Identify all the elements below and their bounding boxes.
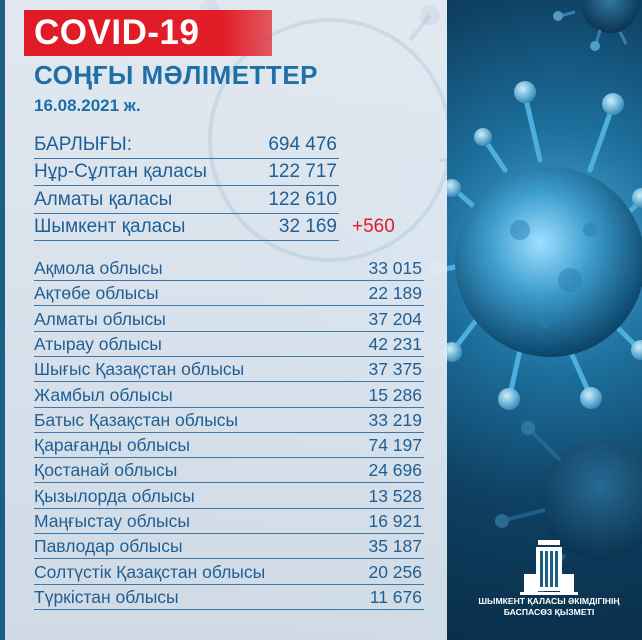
- row-value: 122 610: [268, 189, 337, 210]
- region-row: Түркістан облысы 11 676: [34, 587, 424, 610]
- region-value: 33 219: [368, 409, 422, 430]
- region-row: Батыс Қазақстан облысы 33 219: [34, 410, 424, 433]
- row-divider: [34, 507, 424, 509]
- row-divider: [34, 533, 424, 534]
- small-virus-icon: [553, 0, 638, 51]
- row-divider: [34, 482, 424, 484]
- region-name: Солтүстік Қазақстан облысы: [34, 561, 266, 582]
- akimat-building-icon: [520, 540, 578, 595]
- summary-row-shymkent: Шымкент қаласы 32 169: [34, 216, 339, 241]
- row-divider: [34, 305, 424, 307]
- region-row: Атырау облысы 42 231: [34, 334, 424, 357]
- shymkent-increase: +560: [352, 216, 395, 237]
- banner-text: COVID-19: [34, 13, 200, 52]
- region-name: Қызылорда облысы: [34, 485, 195, 506]
- region-value: 33 015: [368, 258, 422, 278]
- region-row: Шығыс Қазақстан облысы 37 375: [34, 359, 424, 383]
- summary-row-total: БАРЛЫҒЫ: 694 476: [34, 134, 339, 159]
- region-name: Жамбыл облысы: [34, 384, 173, 405]
- region-name: Шығыс Қазақстан облысы: [34, 359, 245, 380]
- region-name: Батыс Қазақстан облысы: [34, 409, 239, 430]
- region-name: Түркістан облысы: [34, 586, 179, 607]
- title-banner: [24, 10, 272, 56]
- main-virus-icon: [428, 81, 642, 410]
- row-value: 32 169: [278, 216, 337, 237]
- region-value: 11 676: [369, 586, 422, 607]
- region-row: Павлодар облысы 35 187: [34, 536, 424, 560]
- row-divider: [34, 280, 424, 281]
- region-value: 74 197: [368, 435, 422, 456]
- region-name: Қостанай облысы: [34, 460, 178, 481]
- region-row: Қызылорда облысы 13 528: [34, 486, 424, 509]
- region-row: Жамбыл облысы 15 286: [34, 385, 424, 408]
- row-divider: [34, 406, 424, 408]
- region-value: 16 921: [368, 511, 422, 531]
- region-row: Қарағанды облысы 74 197: [34, 435, 424, 459]
- region-value: 15 286: [368, 384, 422, 405]
- region-name: Алматы облысы: [34, 308, 166, 329]
- region-value: 24 696: [368, 460, 422, 481]
- row-label: Шымкент қаласы: [34, 216, 186, 237]
- row-divider: [34, 608, 424, 610]
- caption-line-1: ШЫМКЕНТ ҚАЛАСЫ ӘКІМДІГІНІҢ: [478, 596, 620, 606]
- row-divider: [34, 355, 424, 357]
- region-value: 13 528: [368, 485, 422, 506]
- row-label: БАРЛЫҒЫ:: [34, 134, 133, 155]
- row-divider: [34, 457, 424, 459]
- region-value: 42 231: [368, 333, 422, 354]
- region-row: Қостанай облысы 24 696: [34, 460, 424, 484]
- summary-row-almaty-city: Алматы қаласы 122 610: [34, 189, 339, 214]
- report-date: 16.08.2021 ж.: [34, 96, 141, 115]
- region-row: Алматы облысы 37 204: [34, 309, 424, 332]
- row-divider: [34, 558, 424, 560]
- summary-row-nur-sultan: Нұр-Сұлтан қаласы 122 717: [34, 161, 339, 186]
- left-edge-strip: [0, 0, 5, 640]
- row-divider: [34, 240, 339, 241]
- region-name: Ақтөбе облысы: [34, 283, 159, 304]
- row-divider: [34, 330, 424, 332]
- caption-line-2: БАСПАСӨЗ ҚЫЗМЕТІ: [503, 607, 595, 617]
- row-value: 122 717: [268, 161, 337, 182]
- region-value: 37 204: [368, 308, 422, 329]
- row-divider: [34, 431, 424, 433]
- row-value: 694 476: [268, 134, 337, 155]
- region-row: Маңғыстау облысы 16 921: [34, 511, 424, 534]
- region-name: Ақмола облысы: [34, 258, 163, 278]
- region-row: Ақмола облысы 33 015: [34, 258, 424, 281]
- row-label: Нұр-Сұлтан қаласы: [34, 161, 207, 182]
- row-divider: [34, 158, 339, 159]
- region-value: 20 256: [368, 561, 422, 582]
- row-divider: [34, 381, 424, 383]
- region-name: Маңғыстау облысы: [34, 511, 190, 531]
- row-divider: [34, 185, 339, 186]
- region-value: 37 375: [368, 359, 422, 380]
- region-row: Ақтөбе облысы 22 189: [34, 283, 424, 307]
- row-label: Алматы қаласы: [34, 189, 173, 210]
- page-title: СОҢҒЫ МӘЛІМЕТТЕР: [34, 60, 318, 90]
- row-divider: [34, 583, 424, 585]
- region-row: Солтүстік Қазақстан облысы 20 256: [34, 562, 424, 585]
- region-value: 35 187: [368, 536, 422, 557]
- region-name: Павлодар облысы: [34, 536, 183, 557]
- region-value: 22 189: [368, 283, 422, 304]
- row-divider: [34, 213, 339, 214]
- region-name: Қарағанды облысы: [34, 435, 190, 456]
- region-name: Атырау облысы: [34, 333, 162, 354]
- press-service-caption: ШЫМКЕНТ ҚАЛАСЫ ӘКІМДІГІНІҢ БАСПАСӨЗ ҚЫЗМ…: [460, 596, 638, 618]
